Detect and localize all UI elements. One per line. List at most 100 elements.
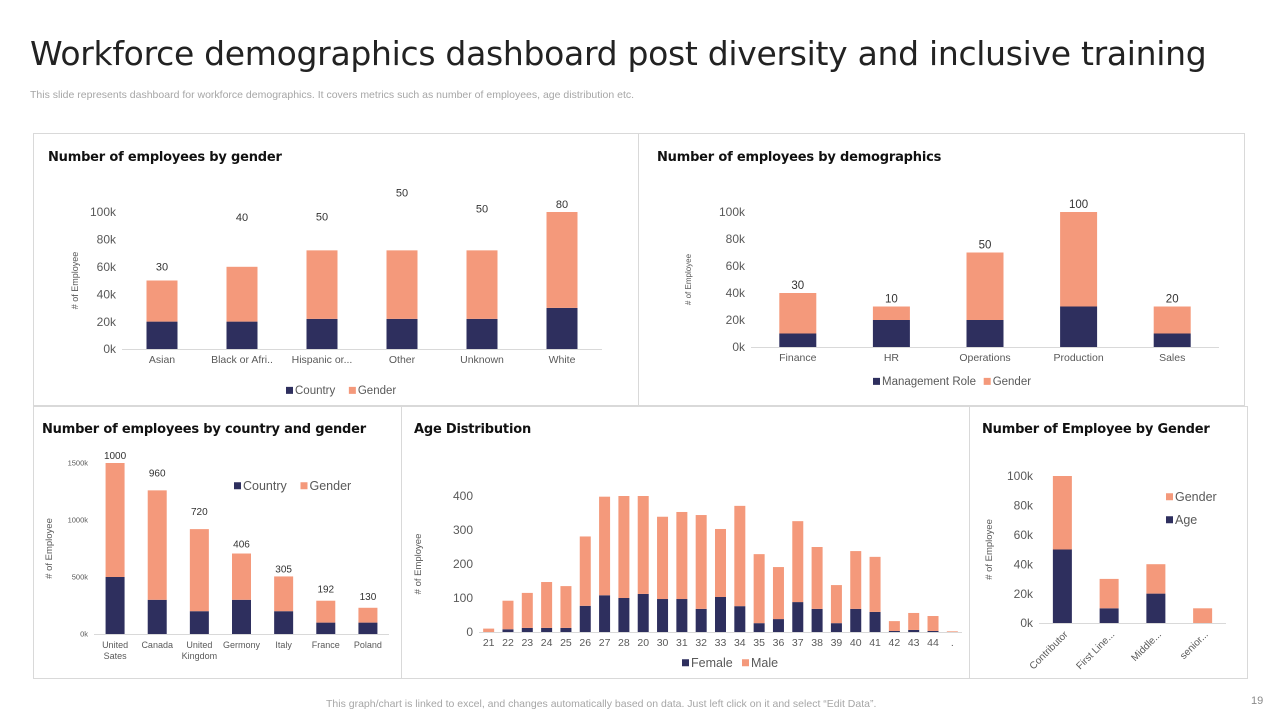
x-tick-label: United [102, 640, 128, 650]
bar-female [869, 611, 881, 632]
panel-gender[interactable]: Number of employees by gender 0k 20k 40k 60… [33, 133, 639, 406]
bar-gender [274, 576, 294, 612]
bar-male [502, 600, 514, 630]
legend-label: Female [691, 656, 733, 670]
bar-gender [146, 280, 178, 322]
data-label: 80 [556, 199, 568, 211]
y-axis-label: # of Employee [684, 253, 693, 305]
data-label: 40 [236, 212, 248, 224]
bar-gender [306, 250, 338, 319]
panel-age[interactable]: Age Distribution 0 100 200 300 400 # of Emplo… [401, 406, 970, 679]
panel-level[interactable]: Number of Employee by Gender 0k 20k 40k 60k… [969, 406, 1248, 679]
bar-country [466, 318, 498, 349]
x-tick-label: 38 [811, 637, 823, 649]
legend-label: Age [1175, 513, 1197, 527]
data-label: 960 [149, 468, 166, 479]
bar-female [715, 596, 726, 632]
y-tick-label: 80k [1014, 499, 1034, 513]
bar-gender [1193, 608, 1213, 623]
y-tick-label: 100k [1007, 469, 1034, 483]
footer-note: This graph/chart is linked to excel, and… [326, 698, 877, 710]
bar-female [521, 627, 533, 632]
bar-country [147, 599, 167, 634]
x-tick-label: Middle... [1129, 629, 1164, 664]
bar-management-role [1153, 333, 1191, 347]
legend-swatch-female [682, 659, 689, 667]
bar-female [850, 608, 862, 632]
bar-gender [546, 212, 578, 308]
data-label: 192 [317, 585, 334, 596]
x-tick-label: 43 [908, 637, 920, 649]
x-tick-label: 42 [889, 637, 901, 649]
x-tick-label: 31 [676, 637, 688, 649]
x-tick-label: 28 [618, 637, 630, 649]
x-tick-label: Germony [223, 640, 261, 650]
bar-male [521, 592, 533, 628]
bar-female [618, 598, 630, 632]
bar-female [908, 629, 920, 632]
y-tick-label: 400 [453, 489, 473, 503]
bar-male [599, 496, 611, 596]
panel-country[interactable]: Number of employees by country and gende… [33, 406, 402, 679]
bar-country [226, 321, 258, 349]
bar-female [927, 630, 939, 632]
panel-demographics[interactable]: Number of employees by demographics 0k 20… [638, 133, 1245, 406]
x-tick-label: 41 [869, 637, 881, 649]
data-label: 50 [316, 211, 328, 223]
data-label: 30 [156, 262, 168, 274]
x-tick-label: Poland [354, 640, 382, 650]
y-tick-label: 40k [726, 286, 746, 300]
bar-male [927, 616, 939, 631]
x-tick-label: Asian [149, 354, 175, 366]
bar-female [695, 608, 707, 632]
x-tick-label: Contributor [1028, 629, 1071, 672]
x-tick-label: United [186, 640, 212, 650]
level-chart[interactable]: 0k 20k 40k 60k 80k 100k # of Employee Contribut… [970, 407, 1249, 680]
x-tick-label: Sales [1159, 352, 1185, 364]
bar-gender [1060, 212, 1098, 307]
y-tick-label: 100k [90, 205, 117, 219]
legend-label: Gender [358, 385, 397, 397]
x-tick-label: . [951, 637, 954, 649]
data-label: 20 [1166, 294, 1179, 306]
y-tick-label: 60k [726, 259, 746, 273]
legend-label: Gender [1175, 490, 1217, 504]
bar-gender [105, 463, 125, 577]
bar-female [560, 627, 572, 632]
bar-female [888, 630, 900, 632]
y-tick-label: 200 [453, 557, 473, 571]
chart-title: Number of employees by demographics [657, 150, 942, 165]
bar-male [637, 496, 649, 594]
x-tick-label: 44 [927, 637, 939, 649]
bar-male [946, 631, 958, 632]
page-title: Workforce demographics dashboard post di… [30, 34, 1207, 73]
x-tick-label: 24 [541, 637, 553, 649]
bar-female [811, 608, 823, 632]
bar-female [657, 599, 669, 632]
bar-management-role [966, 320, 1004, 347]
x-tick-label: Black or Afri.. [211, 354, 273, 366]
bar-female [599, 595, 611, 632]
bar-gender [189, 529, 209, 612]
bar-gender [1052, 476, 1072, 550]
gender-chart[interactable]: 0k 20k 40k 60k 80k 100k # of Employee 30 Asian 40… [34, 134, 640, 407]
bar-male [483, 628, 495, 632]
demographics-chart[interactable]: 0k 20k 40k 60k 80k 100k # of Employee 30 Finance… [639, 134, 1246, 407]
y-tick-label: 60k [1014, 528, 1034, 542]
x-tick-label: 32 [695, 637, 707, 649]
chart-title: Number of employees by country and gende… [42, 422, 366, 437]
age-chart[interactable]: 0 100 200 300 400 # of Employee 21 22 23 24 25 26 27… [402, 407, 971, 680]
data-label: 50 [476, 203, 488, 215]
bar-male [772, 567, 784, 620]
x-tick-label: 23 [521, 637, 533, 649]
y-tick-label: 0k [80, 630, 88, 639]
x-tick-label: White [549, 354, 576, 366]
data-label: 10 [885, 294, 898, 306]
bar-male [908, 612, 920, 630]
legend-swatch-country [286, 386, 293, 394]
x-tick-label: Kingdom [182, 651, 218, 661]
y-axis-label: # of Employee [413, 534, 424, 595]
bar-gender [966, 252, 1004, 320]
bar-male [657, 516, 669, 600]
